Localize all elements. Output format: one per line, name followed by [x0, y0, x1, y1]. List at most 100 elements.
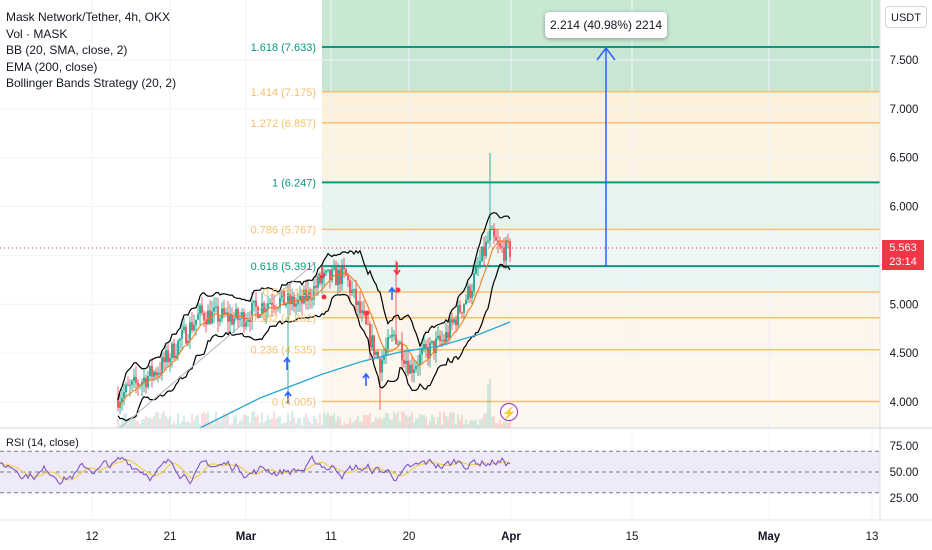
volume-bar — [299, 417, 301, 428]
volume-bar — [145, 416, 147, 428]
candle-body — [303, 289, 305, 304]
volume-bar — [341, 424, 343, 428]
volume-bar — [439, 412, 441, 428]
volume-bar — [141, 419, 143, 428]
volume-bar — [163, 411, 165, 428]
volume-bar — [337, 415, 339, 428]
candle-body — [489, 229, 491, 241]
candle-body — [333, 267, 335, 270]
candle-body — [271, 302, 273, 306]
candle-body — [223, 308, 225, 315]
volume-bar — [481, 419, 483, 428]
volume-bar — [321, 424, 323, 428]
volume-bar — [331, 415, 333, 428]
candle-body — [123, 392, 125, 398]
legend-volume[interactable]: Vol · MASK — [6, 26, 68, 41]
fib-level-label: 0.618 (5.391) — [251, 261, 316, 273]
volume-bar — [413, 422, 415, 428]
candle-body — [419, 354, 421, 366]
candle-body — [435, 338, 437, 354]
volume-bar — [343, 423, 345, 428]
volume-bar — [187, 421, 189, 428]
legend-bb-strategy[interactable]: Bollinger Bands Strategy (20, 2) — [6, 76, 177, 90]
volume-bar — [297, 418, 299, 428]
fib-level-label: 1.414 (7.175) — [251, 87, 316, 99]
candle-body — [167, 350, 169, 363]
current-price-value: 5.563 — [889, 242, 917, 254]
sell-arrow-icon — [393, 269, 401, 276]
candle-body — [413, 369, 415, 373]
volume-bar — [251, 411, 253, 428]
volume-bar — [485, 413, 487, 428]
lightning-icon[interactable]: ⚡ — [500, 403, 518, 421]
candle-body — [173, 343, 175, 359]
candle-body — [365, 314, 367, 324]
volume-bar — [257, 414, 259, 428]
candle-body — [387, 337, 389, 349]
fibonacci-labels: 1.618 (7.633) 1.414 (7.175) 1.272 (6.857) 1… — [251, 42, 316, 409]
current-price-tag: 5.563 23:14 — [882, 240, 924, 270]
volume-bar — [309, 422, 311, 428]
candle-body — [341, 265, 343, 285]
volume-bar — [153, 416, 155, 428]
volume-bar — [365, 414, 367, 428]
candle-body — [201, 305, 203, 313]
fib-level-label: 0.5 (5.126) — [263, 287, 316, 299]
volume-bar — [209, 423, 211, 428]
volume-bar — [399, 421, 401, 428]
volume-bar — [375, 417, 377, 428]
candle-body — [353, 289, 355, 291]
legend-bb[interactable]: BB (20, SMA, close, 2) — [6, 43, 128, 57]
volume-bar — [451, 412, 453, 428]
volume-bar — [225, 415, 227, 428]
candle-body — [503, 247, 505, 261]
candle-body — [505, 240, 507, 261]
volume-bar — [183, 415, 185, 428]
candle-body — [131, 380, 133, 385]
fib-level-label: 0.382 (4.862) — [251, 313, 316, 325]
volume-bar — [479, 419, 481, 428]
candle-body — [253, 300, 255, 303]
volume-bar — [483, 413, 485, 428]
candle-body — [125, 384, 127, 393]
volume-bar — [421, 414, 423, 428]
candle-body — [229, 314, 231, 322]
volume-bar — [323, 412, 325, 428]
volume-bar — [129, 420, 131, 428]
volume-bar — [131, 416, 133, 428]
candle-body — [149, 365, 151, 376]
legend-ema[interactable]: EMA (200, close) — [6, 59, 98, 74]
volume-bar — [423, 415, 425, 428]
candle-body — [437, 335, 439, 339]
candle-body — [475, 265, 477, 274]
volume-bar — [465, 419, 467, 428]
volume-bar — [277, 417, 279, 428]
volume-bar — [493, 416, 495, 428]
rsi-line — [0, 455, 511, 485]
candle-body — [385, 348, 387, 355]
currency-button[interactable]: USDT — [885, 6, 927, 28]
price-range-measure[interactable] — [596, 46, 616, 266]
time-axis-label: 20 — [403, 531, 416, 543]
volume-bar — [155, 412, 157, 428]
candle-body — [247, 319, 249, 322]
rsi-legend[interactable]: RSI (14, close) — [6, 437, 79, 449]
volume-bar — [329, 415, 331, 428]
time-axis-label: May — [758, 531, 781, 543]
volume-bar — [441, 424, 443, 428]
volume-bars — [117, 378, 511, 428]
volume-bar — [241, 419, 243, 428]
candle-body — [389, 336, 391, 338]
time-axis-label: 21 — [164, 531, 177, 543]
fib-level-label: 0 (4.005) — [272, 397, 316, 409]
volume-bar — [489, 378, 491, 428]
symbol-title[interactable]: Mask Network/Tether, 4h, OKX — [6, 10, 171, 24]
volume-bar — [149, 417, 151, 428]
candle-body — [263, 303, 265, 313]
volume-bar — [477, 424, 479, 428]
volume-bar — [229, 424, 231, 428]
volume-bar — [291, 411, 293, 428]
volume-bar — [469, 420, 471, 428]
candle-body — [299, 296, 301, 301]
